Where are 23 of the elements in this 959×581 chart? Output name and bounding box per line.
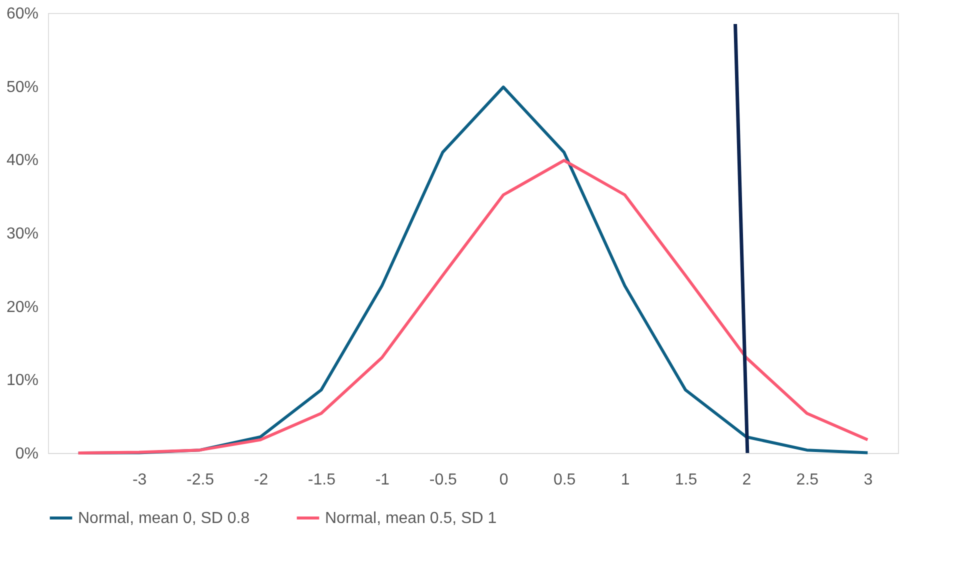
x-tick-label: -3 (132, 472, 147, 488)
x-tick-label: -2.5 (186, 472, 214, 488)
x-tick-label: -0.5 (429, 472, 458, 488)
legend-label: Normal, mean 0.5, SD 1 (325, 510, 497, 527)
y-tick-label: 10% (6, 372, 38, 390)
x-tick-label: 2.5 (796, 472, 819, 488)
x-tick-label: 0 (499, 472, 508, 488)
legend-label: Normal, mean 0, SD 0.8 (78, 510, 250, 527)
x-tick-label: 0.5 (553, 472, 576, 488)
y-tick-label: 20% (6, 298, 38, 316)
line-series (76, 158, 870, 454)
y-tick-label: 0% (15, 446, 38, 462)
x-tick-label: 2 (742, 472, 752, 488)
x-tick-label: 1.5 (674, 472, 698, 488)
x-tick-label: 1 (620, 472, 630, 488)
y-tick-label: 60% (6, 6, 38, 22)
x-tick-label: -2 (254, 472, 268, 488)
y-tick-label: 50% (6, 78, 38, 96)
x-tick-label: 3 (864, 472, 873, 488)
x-tick-label: -1 (375, 472, 390, 488)
x-tick-label: -1.5 (308, 472, 336, 488)
y-tick-label: 30% (6, 226, 38, 242)
y-tick-label: 40% (6, 152, 38, 170)
